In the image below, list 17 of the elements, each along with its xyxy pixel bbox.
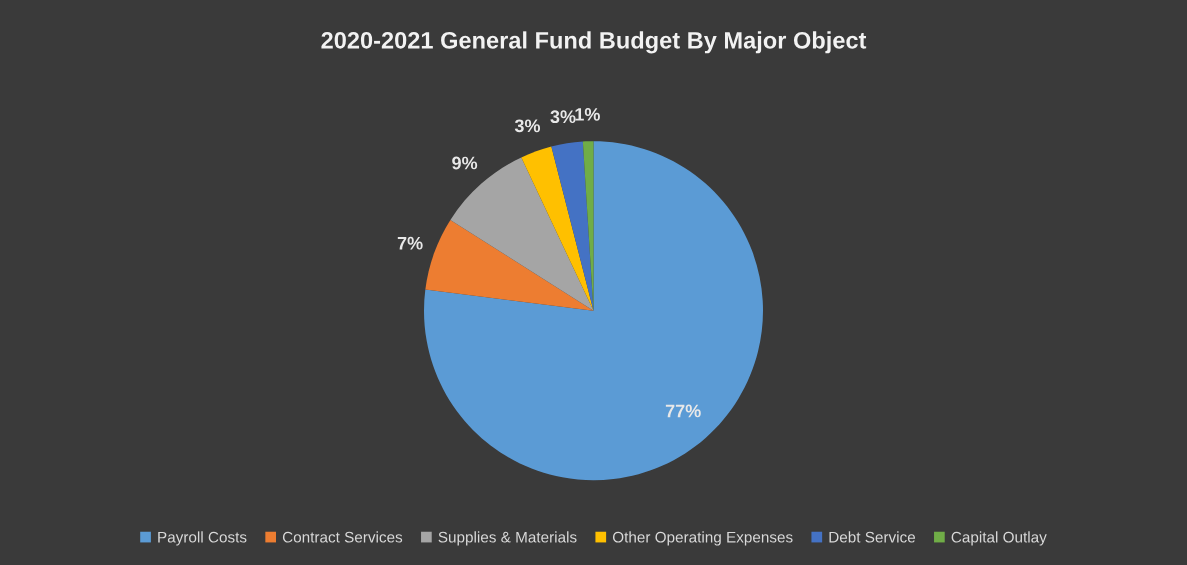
data-label: 1% [575, 108, 600, 121]
data-label: 77% [665, 404, 701, 418]
legend-label: Debt Service [829, 531, 916, 543]
legend-label: Capital Outlay [951, 531, 1047, 546]
legend-label: Payroll Costs [158, 531, 247, 546]
chart-title: 2020-2021 General Fund Budget By Major Object [321, 31, 867, 54]
pie-slice [424, 141, 763, 481]
legend-label: Contract Services [282, 531, 403, 543]
pie-slice [425, 219, 594, 311]
pie-slice [450, 157, 594, 311]
legend-label: Other Operating Expenses [612, 531, 793, 546]
data-label: 7% [397, 236, 423, 250]
pie-slice [521, 146, 594, 311]
legend-label: Supplies & Materials [438, 531, 577, 546]
data-label: 3% [550, 110, 576, 124]
data-label: 9% [452, 156, 478, 170]
data-label: 3% [514, 119, 541, 133]
